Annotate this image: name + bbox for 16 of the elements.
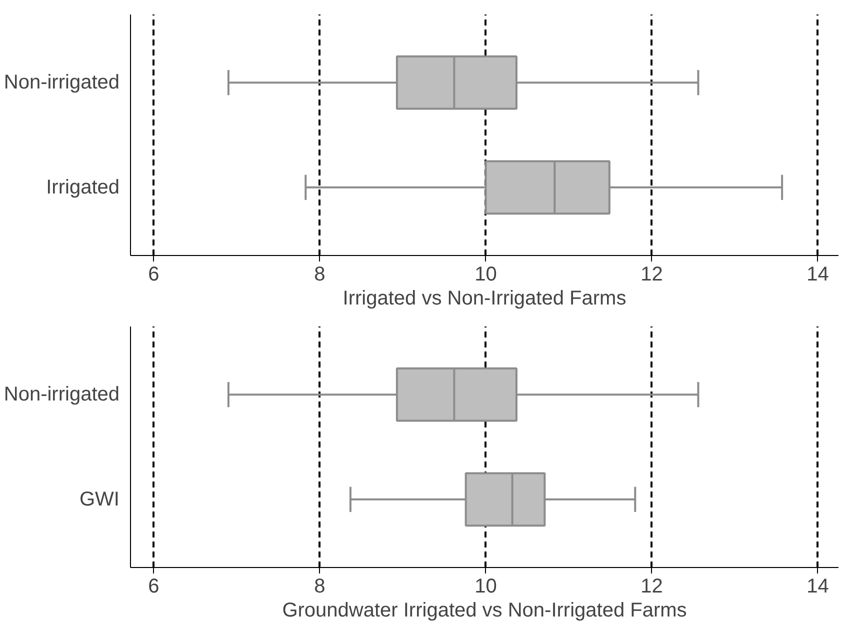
x-tick-label: 12 [640, 576, 663, 598]
y-tick-label: Non-irrigated [4, 384, 120, 406]
y-tick-label: Non-irrigated [4, 72, 120, 94]
y-tick-label: GWI [80, 488, 120, 510]
x-tick-label: 6 [148, 264, 160, 286]
x-tick-label: 8 [314, 576, 326, 598]
x-tick-label: 6 [148, 576, 160, 598]
x-tick-label: 14 [806, 264, 829, 286]
x-tick-label: 8 [314, 264, 326, 286]
x-tick-label: 14 [806, 576, 829, 598]
x-tick-label: 10 [474, 264, 497, 286]
x-tick-label: 10 [474, 576, 497, 598]
x-axis-title: Irrigated vs Non-Irrigated Farms [342, 288, 626, 310]
x-tick-label: 12 [640, 264, 663, 286]
y-tick-label: Irrigated [46, 176, 120, 198]
x-axis-title: Groundwater Irrigated vs Non-Irrigated Farms [282, 600, 687, 622]
